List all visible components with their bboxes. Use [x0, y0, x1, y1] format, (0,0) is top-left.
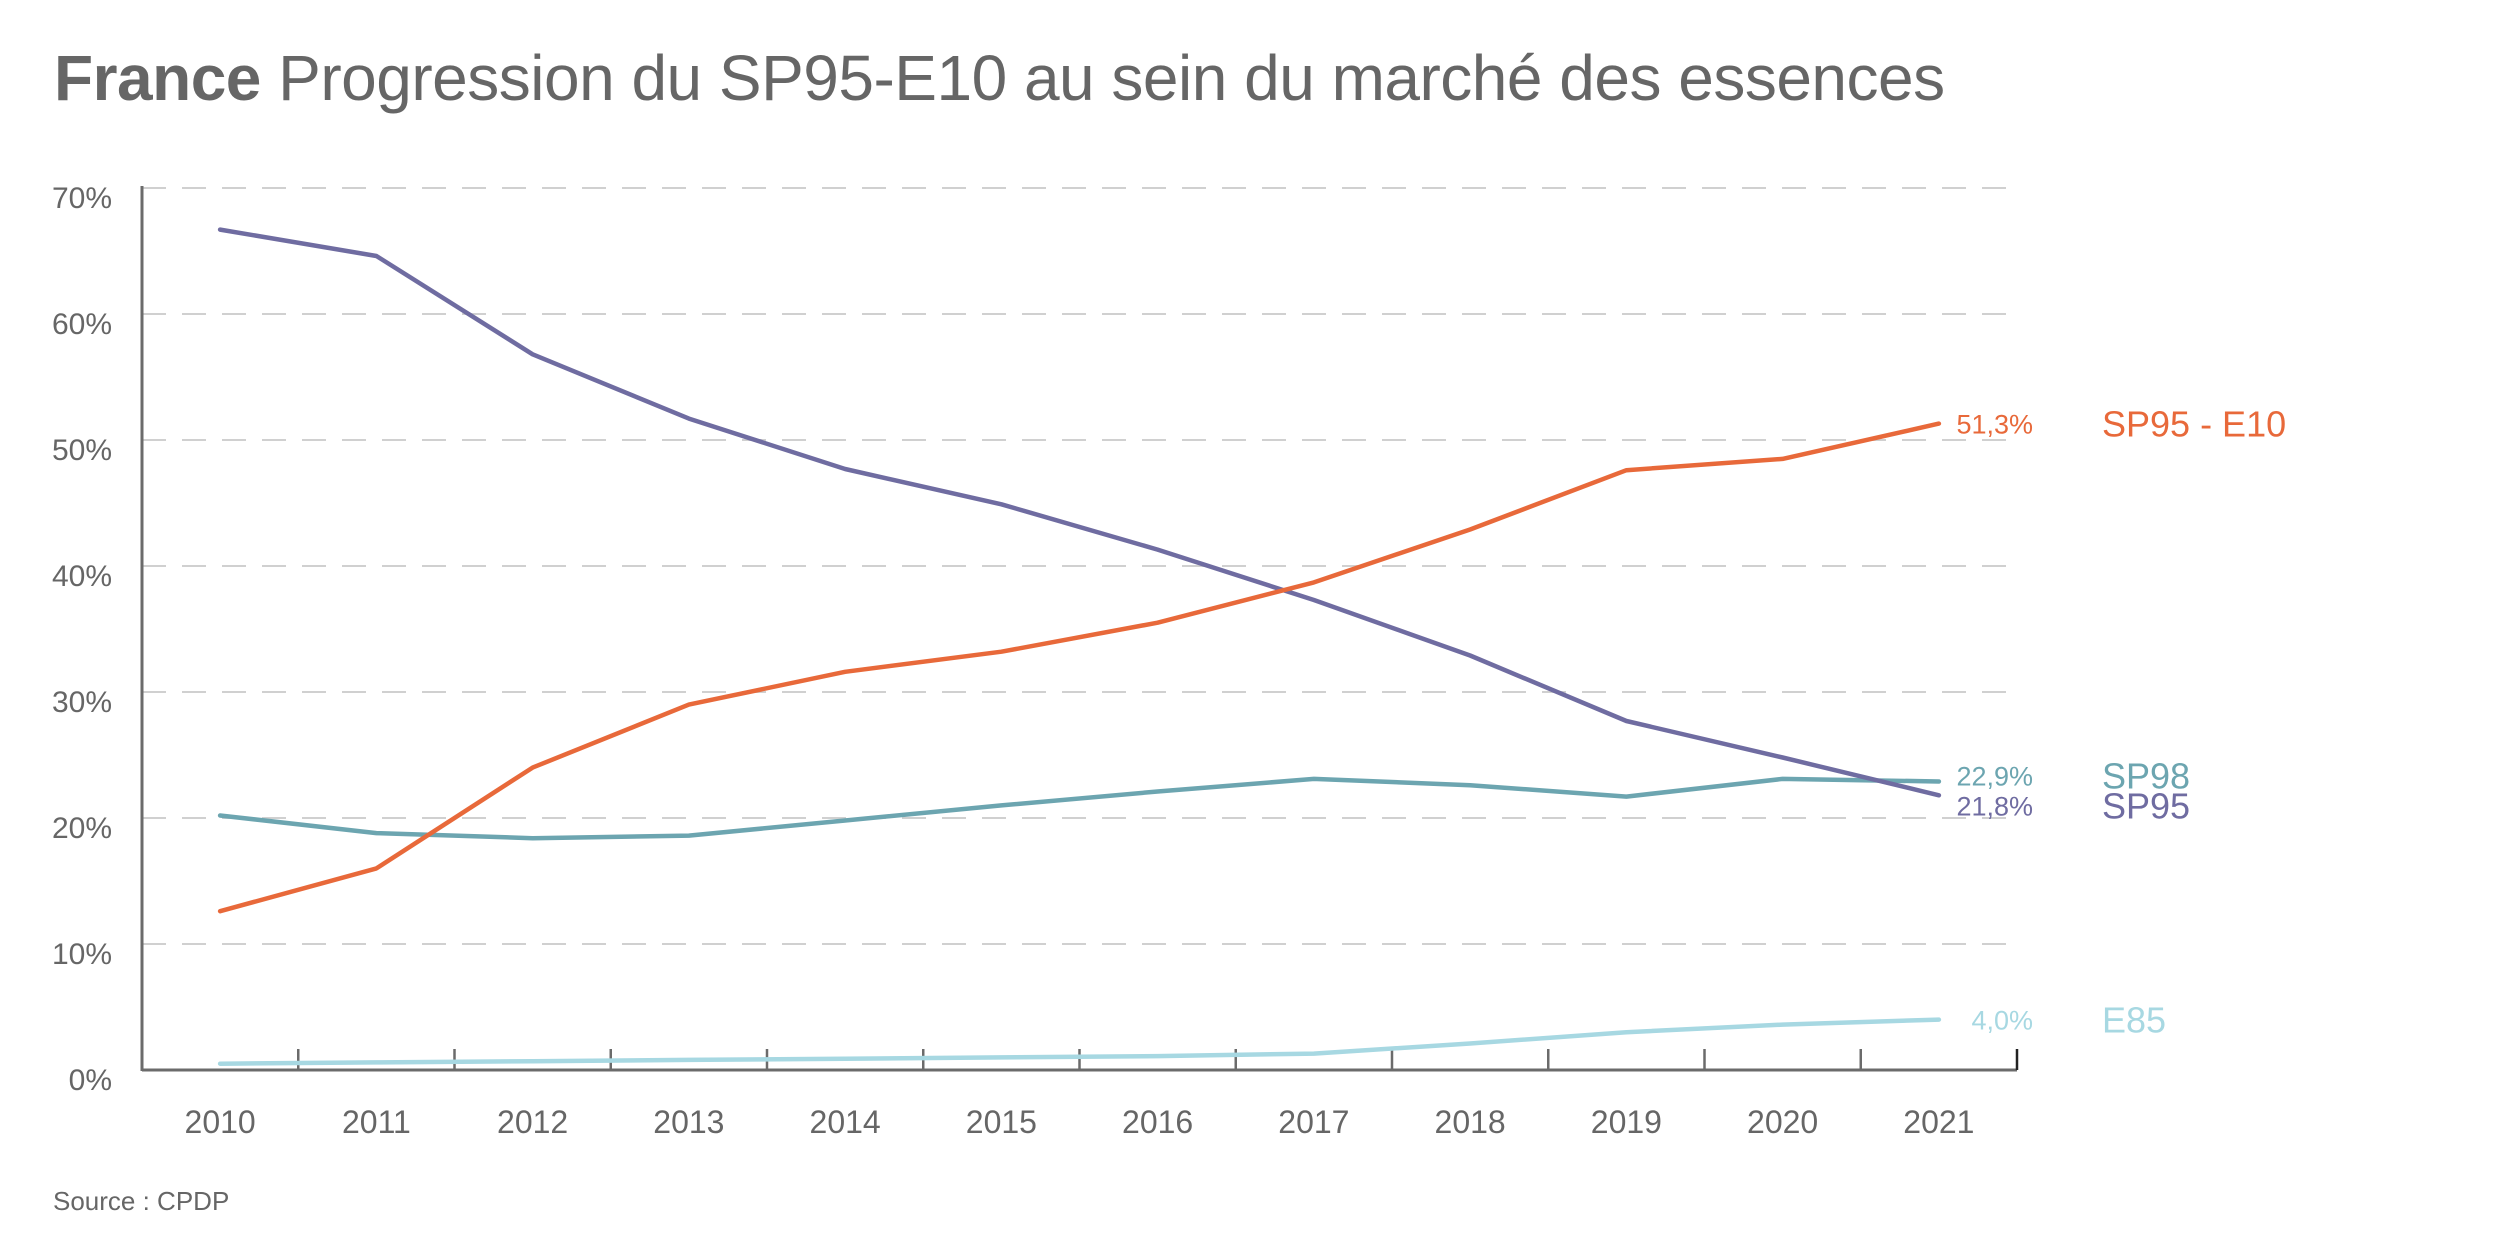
series-line-sp98: [217, 776, 1942, 841]
y-tick-label: 40%: [52, 560, 112, 593]
y-tick-label: 20%: [52, 812, 112, 845]
axes: [140, 186, 2019, 1072]
y-tick-label: 0%: [69, 1064, 112, 1097]
y-tick-label: 60%: [52, 308, 112, 341]
chart-title-country: France: [54, 42, 261, 114]
x-tick-label: 2021: [1903, 1104, 1974, 1140]
series-name-label-sp95-e10: SP95 - E10: [2102, 404, 2286, 445]
x-tick-label: 2017: [1278, 1104, 1349, 1140]
end-value-label-sp95: 21,8%: [1956, 791, 2033, 821]
source-note: Source : CPDP: [53, 1186, 230, 1216]
end-value-label-e85: 4,0%: [1971, 1006, 2033, 1036]
y-tick-label: 10%: [52, 938, 112, 971]
y-tick-label: 50%: [52, 434, 112, 467]
x-tick-label: 2011: [342, 1104, 411, 1140]
end-value-label-sp95-e10: 51,3%: [1956, 410, 2033, 440]
series-line-sp95-e10: [217, 421, 1942, 914]
x-tick-label: 2016: [1122, 1104, 1193, 1140]
series-name-label-sp98: SP98: [2102, 755, 2190, 796]
x-tick-label: 2015: [966, 1104, 1037, 1140]
y-tick-label: 30%: [52, 686, 112, 719]
series-name-label-e85: E85: [2102, 1000, 2166, 1041]
chart-title: France Progression du SP95-E10 au sein d…: [54, 40, 1945, 116]
x-tick-label: 2012: [497, 1104, 568, 1140]
y-tick-label: 70%: [52, 182, 112, 215]
series-line-sp95: [217, 227, 1942, 798]
gridlines: [142, 187, 2017, 945]
series-labels: 51,3% SP95 - E10 22,9% SP98 21,8% SP95 4,0% E85: [1956, 404, 2286, 1041]
series-line-e85: [217, 1017, 1942, 1066]
x-tick-label: 2018: [1435, 1104, 1506, 1140]
x-tick-label: 2020: [1747, 1104, 1818, 1140]
x-tick-label: 2013: [653, 1104, 724, 1140]
x-axis-ticks: 2010 2011 2012 2013 2014 2015 2016 2017 2018 2019…: [185, 1104, 1975, 1140]
end-value-label-sp98: 22,9%: [1956, 761, 2033, 791]
x-tick-label: 2014: [810, 1104, 881, 1140]
series-name-label-sp95: SP95: [2102, 785, 2190, 826]
series-lines: [217, 227, 1942, 1066]
y-axis-ticks: 0% 10% 20% 30% 40% 50% 60% 70%: [52, 182, 112, 1097]
x-tick-label: 2010: [185, 1104, 256, 1140]
x-tick-label: 2019: [1591, 1104, 1662, 1140]
chart-title-text: Progression du SP95-E10 au sein du march…: [278, 42, 1945, 114]
